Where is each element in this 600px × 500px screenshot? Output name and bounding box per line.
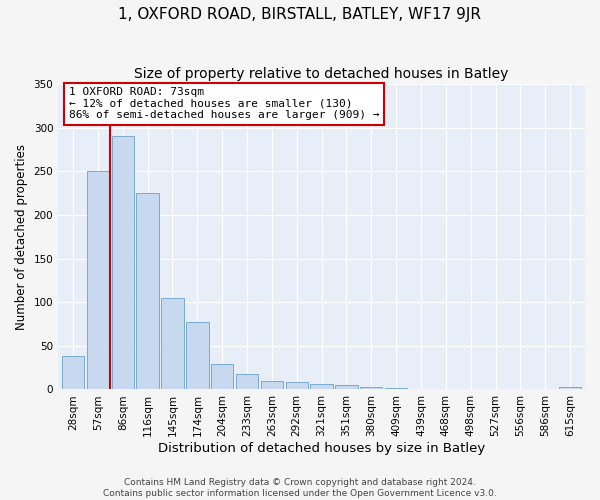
Bar — [310, 384, 333, 390]
Bar — [385, 388, 407, 390]
Bar — [460, 388, 482, 390]
Bar — [186, 322, 209, 390]
Bar — [559, 387, 581, 390]
X-axis label: Distribution of detached houses by size in Batley: Distribution of detached houses by size … — [158, 442, 485, 455]
Bar — [211, 364, 233, 390]
Bar — [62, 356, 84, 390]
Bar — [260, 380, 283, 390]
Text: 1 OXFORD ROAD: 73sqm
← 12% of detached houses are smaller (130)
86% of semi-deta: 1 OXFORD ROAD: 73sqm ← 12% of detached h… — [69, 87, 379, 120]
Bar — [335, 385, 358, 390]
Bar — [410, 388, 432, 390]
Title: Size of property relative to detached houses in Batley: Size of property relative to detached ho… — [134, 68, 509, 82]
Bar — [136, 193, 159, 390]
Bar — [112, 136, 134, 390]
Y-axis label: Number of detached properties: Number of detached properties — [15, 144, 28, 330]
Text: Contains HM Land Registry data © Crown copyright and database right 2024.
Contai: Contains HM Land Registry data © Crown c… — [103, 478, 497, 498]
Text: 1, OXFORD ROAD, BIRSTALL, BATLEY, WF17 9JR: 1, OXFORD ROAD, BIRSTALL, BATLEY, WF17 9… — [119, 8, 482, 22]
Bar — [161, 298, 184, 390]
Bar — [236, 374, 258, 390]
Bar — [360, 387, 382, 390]
Bar — [434, 388, 457, 390]
Bar — [509, 388, 532, 390]
Bar — [286, 382, 308, 390]
Bar — [87, 172, 109, 390]
